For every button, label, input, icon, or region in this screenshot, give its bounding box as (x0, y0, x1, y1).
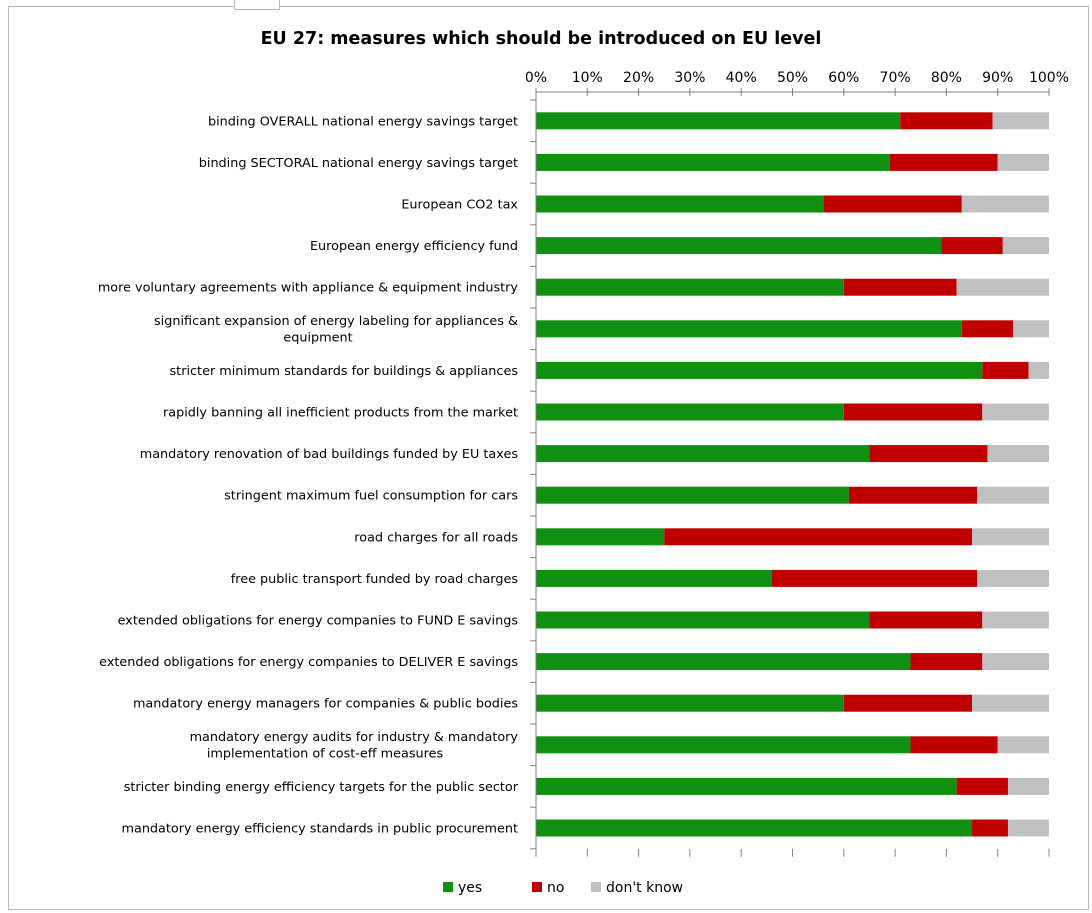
bar-segment (536, 195, 824, 213)
category-label: significant expansion of energy labeling… (154, 314, 518, 346)
x-tick-label: 10% (572, 70, 603, 86)
bar-segment (987, 445, 1049, 463)
bar-segment (972, 528, 1049, 546)
category-label: stricter binding energy efficiency targe… (124, 780, 519, 795)
bar-segment (536, 611, 870, 629)
bar-segment (536, 819, 973, 837)
category-label: stringent maximum fuel consumption for c… (224, 489, 518, 504)
x-tick-label: 100% (1029, 70, 1069, 86)
bar-segment (941, 237, 1003, 255)
bar-segment (961, 195, 1049, 213)
bar-segment (982, 361, 1029, 379)
x-tick-label: 80% (931, 70, 962, 86)
x-tick-label: 0% (525, 70, 547, 86)
x-tick-label: 50% (777, 70, 808, 86)
bar-segment (536, 361, 983, 379)
frame-tab (234, 0, 280, 10)
bar-segment (961, 320, 1014, 338)
x-tick-label: 40% (726, 70, 757, 86)
bar-segment (1013, 320, 1049, 338)
category-labels: binding OVERALL national energy savings … (98, 114, 519, 836)
bar-segment (992, 112, 1049, 130)
category-label: European energy efficiency fund (310, 239, 518, 254)
legend-label: yes (458, 880, 482, 896)
x-axis-ticks: 0% 10% 20% 30% 40% 50% 60% 70% 80% 90% 100% (525, 70, 1069, 86)
bar-segment (536, 112, 901, 130)
bar-segment (536, 736, 911, 754)
legend-swatch (591, 882, 601, 892)
bar-segment (1007, 777, 1049, 795)
x-tick-label: 20% (623, 70, 654, 86)
bar-segment (982, 653, 1049, 671)
bar-segment (848, 486, 978, 504)
category-label: rapidly banning all inefficient products… (163, 406, 518, 421)
bar-segment (536, 403, 844, 421)
category-label: road charges for all roads (354, 530, 518, 545)
bar-segment (536, 278, 844, 296)
legend-swatch (532, 882, 542, 892)
bar-segment (889, 153, 998, 171)
category-label: free public transport funded by road cha… (231, 572, 519, 587)
category-label: binding SECTORAL national energy savings… (199, 156, 518, 171)
category-label: mandatory energy managers for companies … (133, 697, 518, 712)
category-label: mandatory renovation of bad buildings fu… (140, 447, 519, 462)
chart-title: EU 27: measures which should be introduc… (261, 29, 822, 49)
bar-segment (997, 736, 1049, 754)
category-label: more voluntary agreements with appliance… (98, 281, 519, 296)
x-tick-label: 30% (674, 70, 705, 86)
bar-segment (977, 569, 1049, 587)
bar-segment (843, 694, 973, 712)
bar-segment (997, 153, 1049, 171)
x-tick-label: 70% (880, 70, 911, 86)
bar-segment (536, 653, 911, 671)
bar-segment (956, 278, 1049, 296)
bar-segment (982, 611, 1049, 629)
bar-segment (536, 237, 942, 255)
bar-segment (972, 694, 1049, 712)
bars (536, 112, 1049, 837)
bar-segment (823, 195, 962, 213)
bar-segment (536, 445, 870, 463)
bar-segment (843, 278, 957, 296)
bar-segment (536, 777, 957, 795)
category-label: stricter minimum standards for buildings… (170, 364, 519, 379)
category-label: mandatory energy efficiency standards in… (122, 822, 518, 837)
bar-segment (536, 528, 665, 546)
bar-segment (900, 112, 993, 130)
legend-label: no (547, 880, 564, 896)
x-tick-label: 60% (828, 70, 859, 86)
category-label: mandatory energy audits for industry & m… (190, 730, 519, 762)
bar-segment (1007, 819, 1049, 837)
bar-segment (536, 569, 772, 587)
bar-segment (1028, 361, 1049, 379)
legend: yes no don't know (443, 880, 683, 896)
bar-segment (536, 153, 890, 171)
bar-segment (972, 819, 1008, 837)
legend-swatch (443, 882, 453, 892)
x-tick-label: 90% (982, 70, 1013, 86)
bar-segment (843, 403, 983, 421)
category-label: extended obligations for energy companie… (99, 655, 518, 670)
bar-segment (956, 777, 1008, 795)
bar-segment (536, 320, 962, 338)
bar-segment (977, 486, 1049, 504)
bar-segment (910, 653, 983, 671)
bar-segment (536, 694, 844, 712)
category-label: European CO2 tax (401, 198, 518, 213)
legend-label: don't know (606, 880, 683, 896)
bar-segment (536, 486, 849, 504)
bar-segment (910, 736, 998, 754)
category-label: extended obligations for energy companie… (118, 614, 519, 629)
bar-segment (664, 528, 973, 546)
bar-segment (869, 611, 983, 629)
bar-segment (1002, 237, 1049, 255)
bar-segment (771, 569, 978, 587)
bar-segment (869, 445, 988, 463)
category-label: binding OVERALL national energy savings … (208, 114, 518, 129)
bar-segment (982, 403, 1049, 421)
axes (530, 88, 1050, 857)
